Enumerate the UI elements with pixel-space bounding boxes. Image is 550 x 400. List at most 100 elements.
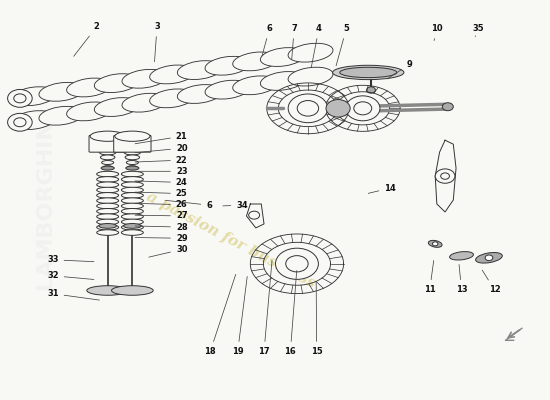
Text: 17: 17	[258, 260, 272, 356]
Circle shape	[345, 96, 380, 121]
Circle shape	[442, 103, 453, 111]
Ellipse shape	[12, 87, 56, 106]
Text: 3: 3	[154, 22, 160, 62]
FancyBboxPatch shape	[114, 136, 151, 152]
Ellipse shape	[122, 219, 144, 225]
Ellipse shape	[97, 230, 119, 235]
Circle shape	[354, 102, 372, 115]
Text: 23: 23	[135, 167, 188, 176]
Ellipse shape	[340, 67, 397, 78]
Ellipse shape	[333, 65, 404, 80]
Ellipse shape	[97, 182, 119, 188]
Ellipse shape	[122, 198, 144, 204]
Text: LAMBORGHINI: LAMBORGHINI	[35, 111, 54, 289]
Ellipse shape	[126, 166, 139, 170]
Ellipse shape	[233, 76, 278, 95]
Text: 11: 11	[424, 260, 436, 294]
Circle shape	[326, 100, 350, 117]
Ellipse shape	[67, 102, 112, 121]
Circle shape	[249, 211, 260, 219]
Polygon shape	[246, 204, 264, 228]
Ellipse shape	[126, 160, 139, 164]
Ellipse shape	[97, 224, 119, 230]
Ellipse shape	[122, 93, 167, 112]
Ellipse shape	[97, 219, 119, 225]
Ellipse shape	[99, 149, 116, 155]
Ellipse shape	[102, 160, 114, 164]
Ellipse shape	[90, 131, 125, 141]
Ellipse shape	[94, 74, 139, 92]
Ellipse shape	[124, 149, 141, 155]
Text: 15: 15	[311, 282, 322, 356]
Ellipse shape	[122, 192, 144, 198]
Ellipse shape	[288, 67, 333, 86]
Ellipse shape	[67, 78, 112, 97]
Ellipse shape	[97, 171, 119, 177]
Ellipse shape	[122, 69, 167, 88]
Ellipse shape	[233, 52, 278, 71]
Ellipse shape	[128, 166, 137, 169]
Ellipse shape	[122, 208, 144, 214]
Text: 6: 6	[262, 24, 272, 56]
FancyBboxPatch shape	[89, 136, 127, 152]
Ellipse shape	[122, 224, 144, 230]
Ellipse shape	[94, 98, 139, 116]
Ellipse shape	[122, 187, 144, 193]
Ellipse shape	[122, 182, 144, 188]
Ellipse shape	[260, 48, 305, 66]
Circle shape	[485, 255, 493, 260]
Text: 25: 25	[135, 189, 188, 198]
Text: 31: 31	[47, 289, 100, 300]
Ellipse shape	[97, 214, 119, 219]
Text: 28: 28	[135, 223, 188, 232]
Circle shape	[441, 173, 449, 179]
Ellipse shape	[103, 166, 113, 169]
Ellipse shape	[449, 252, 474, 260]
Ellipse shape	[12, 111, 56, 130]
Circle shape	[435, 169, 455, 183]
Text: 16: 16	[284, 270, 297, 356]
Text: 7: 7	[292, 24, 297, 60]
Text: 19: 19	[232, 276, 247, 356]
Ellipse shape	[97, 198, 119, 204]
Text: 32: 32	[47, 271, 94, 280]
Text: 13: 13	[456, 264, 468, 294]
Ellipse shape	[39, 106, 84, 125]
Ellipse shape	[87, 286, 129, 295]
Ellipse shape	[101, 166, 114, 170]
Text: 35: 35	[472, 24, 484, 36]
Circle shape	[297, 100, 318, 116]
Ellipse shape	[122, 177, 144, 182]
Ellipse shape	[177, 61, 222, 80]
Circle shape	[14, 118, 26, 127]
Ellipse shape	[97, 187, 119, 193]
Circle shape	[367, 87, 376, 93]
Text: 26: 26	[135, 200, 188, 209]
Text: 12: 12	[482, 270, 501, 294]
Ellipse shape	[124, 224, 141, 228]
Circle shape	[8, 113, 32, 131]
Text: 2: 2	[74, 22, 100, 56]
Ellipse shape	[112, 286, 153, 295]
Ellipse shape	[122, 203, 144, 209]
Text: 29: 29	[135, 234, 188, 243]
Text: 6: 6	[166, 200, 212, 210]
Ellipse shape	[39, 82, 84, 101]
Ellipse shape	[177, 85, 222, 104]
Text: 4: 4	[311, 24, 322, 68]
Text: 22: 22	[135, 156, 188, 165]
Ellipse shape	[101, 155, 115, 160]
Text: 34: 34	[223, 201, 248, 210]
Ellipse shape	[150, 89, 195, 108]
Text: 33: 33	[47, 255, 94, 264]
Ellipse shape	[125, 155, 140, 160]
Ellipse shape	[260, 72, 305, 90]
Ellipse shape	[122, 214, 144, 219]
Circle shape	[276, 248, 318, 279]
Ellipse shape	[97, 203, 119, 209]
Ellipse shape	[288, 43, 333, 62]
Text: 10: 10	[431, 24, 443, 40]
Text: 18: 18	[205, 274, 236, 356]
Circle shape	[14, 94, 26, 103]
Polygon shape	[435, 140, 456, 212]
